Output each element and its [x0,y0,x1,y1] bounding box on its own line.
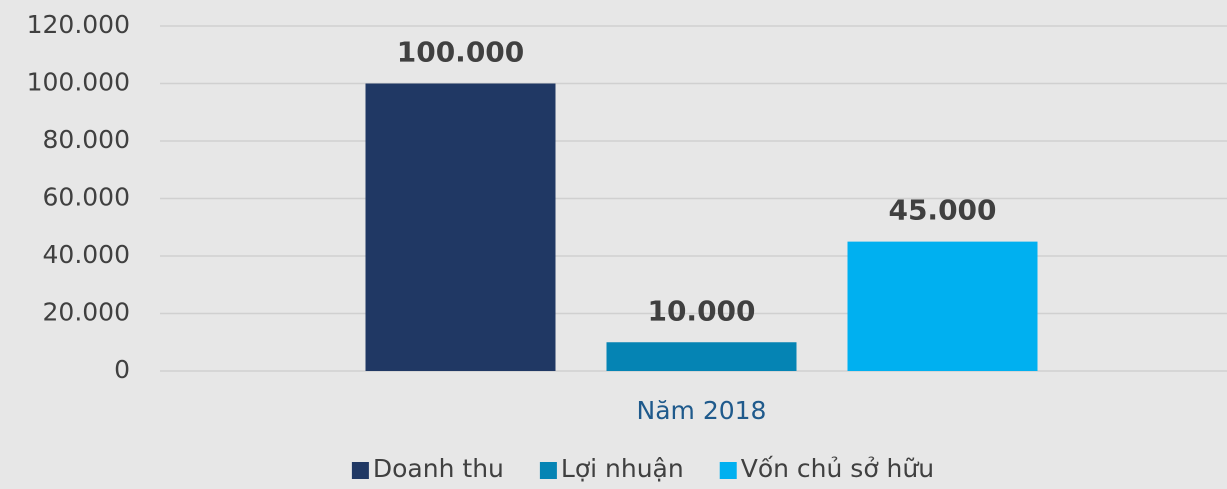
y-tick-label: 40.000 [43,240,130,269]
x-tick-label: Năm 2018 [637,396,767,425]
legend-label: Doanh thu [373,454,504,483]
bar [847,241,1038,371]
legend-label: Vốn chủ sở hữu [741,454,934,483]
legend-swatch [539,462,557,479]
y-tick-label: 100.000 [27,68,130,97]
y-tick-label: 120.000 [27,10,130,39]
bar [606,342,797,371]
data-label: 100.000 [397,36,525,69]
legend-swatch [719,462,737,479]
y-tick-label: 60.000 [43,183,130,212]
bar [365,83,556,371]
y-tick-label: 80.000 [43,125,130,154]
y-tick-label: 20.000 [43,298,130,327]
data-label: 10.000 [647,294,755,327]
legend-swatch [351,462,369,479]
y-tick-label: 0 [114,355,130,384]
data-label: 45.000 [888,194,996,227]
legend-label: Lợi nhuận [561,454,684,483]
